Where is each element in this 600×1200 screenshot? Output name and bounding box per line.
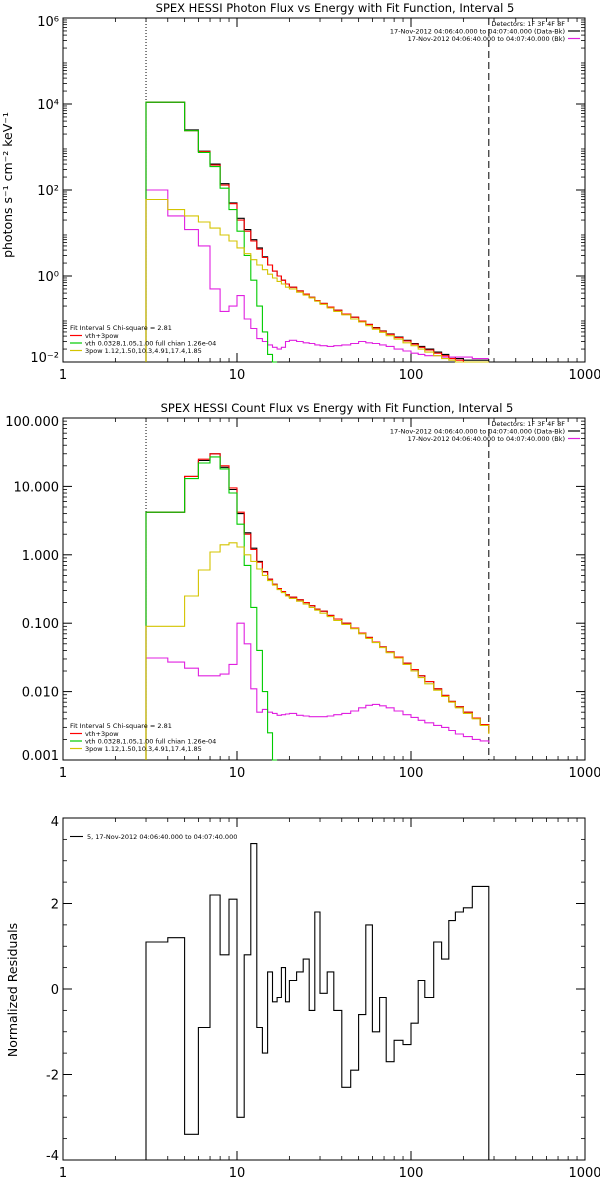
series-3pow (145, 542, 490, 760)
legend-label: 3pow 1.12,1.50,10.3,4.91,17.4,1.85 (85, 347, 202, 355)
y-tick-label: 1.000 (22, 549, 59, 564)
header-text: 17-Nov-2012 04:06:40.000 to 04:07:40.000… (408, 435, 565, 443)
y-tick-label: 10⁴ (37, 98, 59, 113)
y-tick-label: 100.000 (5, 415, 59, 430)
x-tick-label: 1000 (568, 1166, 600, 1181)
y-tick-label: 2 (51, 898, 59, 913)
y-tick-label: 0.001 (22, 749, 59, 764)
legend-label: 5, 17-Nov-2012 04:06:40.000 to 04:07:40.… (87, 833, 237, 841)
y-tick-label: 0.010 (22, 686, 59, 701)
y-tick-label: 0 (51, 983, 59, 998)
series-vth (145, 456, 278, 761)
series-bk (146, 189, 489, 360)
count-flux-panel: SPEX HESSI Count Flux vs Energy with Fit… (5, 401, 600, 781)
series-data-bk (145, 101, 489, 362)
x-tick-label: 100 (399, 1166, 424, 1181)
x-tick-label: 10 (229, 368, 246, 383)
series-vth-3pow (145, 453, 490, 760)
series-vth (145, 101, 278, 363)
plot-frame (62, 817, 586, 1161)
y-tick-label: 4 (51, 815, 59, 830)
header-text: 17-Nov-2012 04:06:40.000 to 04:07:40.000… (408, 35, 565, 43)
x-tick-label: 1 (59, 1166, 67, 1181)
y-axis-label: Normalized Residuals (5, 923, 20, 1057)
chart-title: SPEX HESSI Count Flux vs Energy with Fit… (161, 401, 514, 415)
series-vth-3pow (145, 101, 489, 363)
x-tick-label: 100 (399, 368, 424, 383)
y-tick-label: 10² (37, 184, 59, 199)
plot-frame (62, 417, 586, 761)
y-tick-label: 10⁰ (37, 270, 59, 285)
chart-title: SPEX HESSI Photon Flux vs Energy with Fi… (156, 1, 515, 15)
x-tick-label: 1 (59, 766, 67, 781)
y-tick-label: 10⁻² (30, 351, 59, 366)
legend-label: vth 0.0328,1.05,1.00 full chian 1.26e-04 (85, 340, 216, 348)
y-axis-label: photons s⁻¹ cm⁻² keV⁻¹ (0, 112, 15, 258)
x-tick-label: 1 (59, 368, 67, 383)
series-5-17-nov-2012-04-06-40-000-to-04-07-40-000 (145, 843, 490, 1160)
legend-label: 3pow 1.12,1.50,10.3,4.91,17.4,1.85 (85, 745, 202, 753)
header-text: Detectors: 1F 3F 4F 8F (491, 420, 565, 428)
legend-label: vth+3pow (85, 332, 119, 340)
series-data-bk (145, 453, 490, 760)
series-bk (146, 622, 490, 743)
header-text: 17-Nov-2012 04:06:40.000 to 04:07:40.000… (390, 428, 565, 436)
legend-label: vth+3pow (85, 730, 119, 738)
y-tick-label: 0.100 (22, 617, 59, 632)
y-tick-label: -4 (46, 1149, 59, 1164)
x-tick-label: 10 (229, 1166, 246, 1181)
plot-frame (62, 17, 586, 363)
x-tick-label: 1000 (568, 368, 600, 383)
fit-info-text: Fit Interval 5 Chi-square = 2.81 (70, 324, 172, 332)
x-tick-label: 100 (399, 766, 424, 781)
y-tick-label: 10⁶ (37, 15, 59, 30)
fit-info-text: Fit Interval 5 Chi-square = 2.81 (70, 722, 172, 730)
legend-label: vth 0.0328,1.05,1.00 full chian 1.26e-04 (85, 738, 216, 746)
header-text: 17-Nov-2012 04:06:40.000 to 04:07:40.000… (390, 28, 565, 36)
y-tick-label: 10.000 (14, 480, 60, 495)
residuals-panel: Normalized Residuals 1 10 100 1000 -4 -2 0 2 4 5,… (5, 815, 600, 1181)
x-tick-label: 10 (229, 766, 246, 781)
y-tick-label: -2 (46, 1069, 59, 1084)
x-tick-label: 1000 (568, 766, 600, 781)
series-3pow (145, 198, 489, 363)
photon-flux-panel: SPEX HESSI Photon Flux vs Energy with Fi… (0, 1, 600, 383)
header-text: Detectors: 1F 3F 4F 8F (491, 20, 565, 28)
